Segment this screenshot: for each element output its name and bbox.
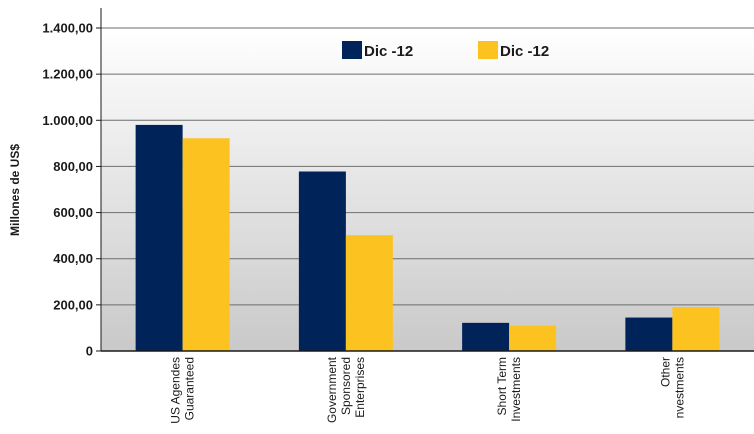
legend-swatch <box>478 41 498 59</box>
category-label: Enterprises <box>353 357 367 418</box>
bar-series1 <box>298 171 346 351</box>
bars <box>135 124 720 352</box>
bar-series1 <box>462 322 510 351</box>
y-tick-labels: 0 200,00 400,00 600,00 800,00 1.000,00 1.200,0… <box>42 21 101 359</box>
legend-label: Dic -12 <box>500 43 549 60</box>
bar-series2 <box>182 138 230 351</box>
category-label: Short Term <box>495 357 509 415</box>
bar-series1 <box>625 317 673 351</box>
category-label: Sponsored <box>339 357 353 415</box>
bar-series2 <box>509 325 557 351</box>
category-labels: US Agendes Guaranteed Government Sponsored E… <box>169 356 687 423</box>
y-tick-label: 1.000,00 <box>42 113 93 128</box>
y-tick-label: 800,00 <box>53 159 93 174</box>
bar-series2 <box>345 235 393 351</box>
legend-label: Dic -12 <box>364 43 413 60</box>
category-label: Government <box>325 356 339 423</box>
axes <box>100 8 754 352</box>
bar-series1 <box>135 124 183 352</box>
category-label: Other <box>658 357 672 387</box>
y-tick-label: 600,00 <box>53 205 93 220</box>
category-label: US Agendes <box>169 357 183 424</box>
legend-swatch <box>342 41 362 59</box>
category-label: Investments <box>509 357 523 422</box>
y-tick-label: 400,00 <box>53 251 93 266</box>
category-label: Guaranteed <box>183 357 197 420</box>
category-label: nvestments <box>672 357 686 418</box>
y-tick-label: 0 <box>86 344 93 359</box>
y-tick-label: 200,00 <box>53 297 93 312</box>
legend: Dic -12 Dic -12 <box>342 41 549 60</box>
y-axis-label: Millones de US$ <box>8 144 22 236</box>
y-tick-label: 1.400,00 <box>42 21 93 36</box>
bar-series2 <box>672 307 720 351</box>
y-tick-label: 1.200,00 <box>42 67 93 82</box>
